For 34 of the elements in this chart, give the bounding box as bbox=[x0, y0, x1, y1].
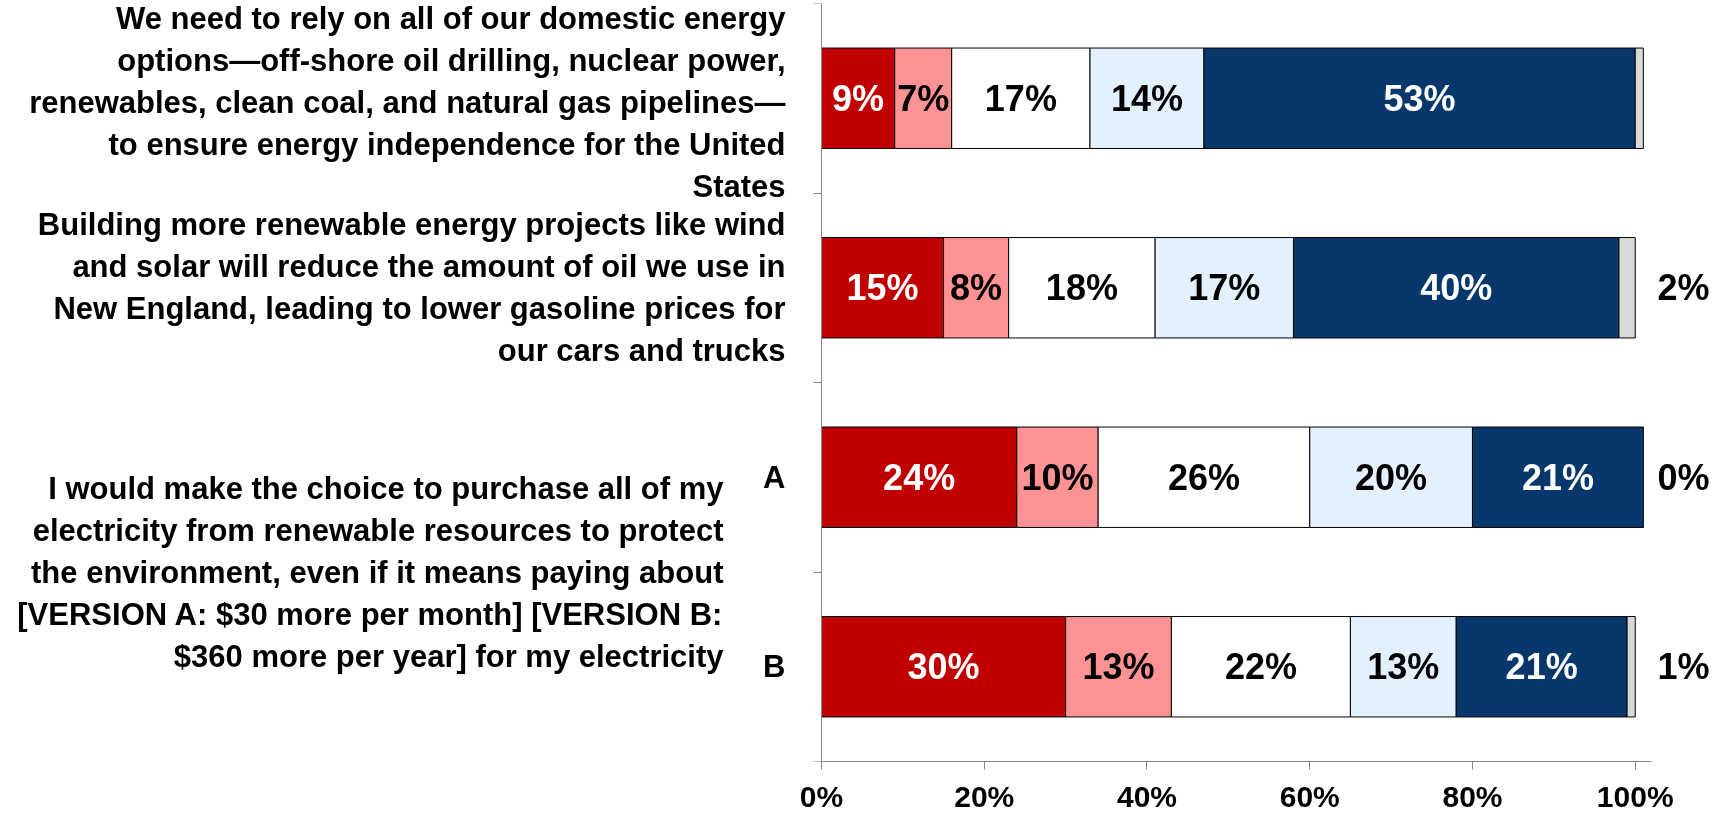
data-label: 7% bbox=[897, 77, 950, 119]
data-label: 13% bbox=[1082, 646, 1155, 688]
data-label: 9% bbox=[832, 77, 885, 119]
data-label: 1% bbox=[1657, 646, 1710, 688]
y-tick-label: A bbox=[763, 459, 786, 495]
data-label: 10% bbox=[1021, 456, 1094, 498]
data-label: 24% bbox=[883, 456, 956, 498]
x-tick-label: 0% bbox=[799, 779, 844, 813]
x-tick-label: 80% bbox=[1442, 779, 1503, 813]
x-tick-label: 100% bbox=[1596, 779, 1674, 813]
x-tick-label: 20% bbox=[954, 779, 1015, 813]
data-label: 20% bbox=[1355, 456, 1428, 498]
y-tick-label: B bbox=[763, 649, 786, 685]
data-label: 17% bbox=[984, 77, 1057, 119]
y-tick-label: Building more renewable energy projects like wind and solar will reduce the amount of oil we use in New England, leading to lower gasoline prices for our cars and trucks bbox=[37, 207, 786, 369]
data-label: 14% bbox=[1110, 77, 1184, 119]
data-label: 8% bbox=[950, 267, 1003, 309]
data-label: 21% bbox=[1521, 456, 1594, 498]
data-label: 30% bbox=[907, 646, 980, 688]
x-tick-label: 40% bbox=[1116, 779, 1178, 813]
data-label: 15% bbox=[846, 267, 919, 309]
data-label: 18% bbox=[1045, 267, 1118, 309]
data-label: 26% bbox=[1167, 456, 1240, 498]
data-label: 17% bbox=[1188, 267, 1261, 309]
data-label: 40% bbox=[1420, 267, 1493, 309]
data-label: 21% bbox=[1505, 646, 1578, 688]
data-label: 22% bbox=[1224, 646, 1297, 688]
y-tick-label: We need to rely on all of our domestic energy options—off-shore oil drilling, nuclear power, renewables, clean coal, and natural gas pipelines—to ensure energy independence for the United States bbox=[29, 0, 787, 204]
data-label: 0% bbox=[1657, 456, 1710, 498]
data-label: 53% bbox=[1383, 77, 1456, 119]
x-tick-label: 60% bbox=[1279, 779, 1340, 813]
data-label: 13% bbox=[1367, 646, 1440, 688]
text: I would make the choice to purchase all of my electricity from renewable resources to protect the environment, even if it means paying about [VERSION A: $30 more per month] [VERSION B: $360 more per year] for my electricity bbox=[17, 470, 725, 674]
data-label: 2% bbox=[1657, 267, 1710, 309]
